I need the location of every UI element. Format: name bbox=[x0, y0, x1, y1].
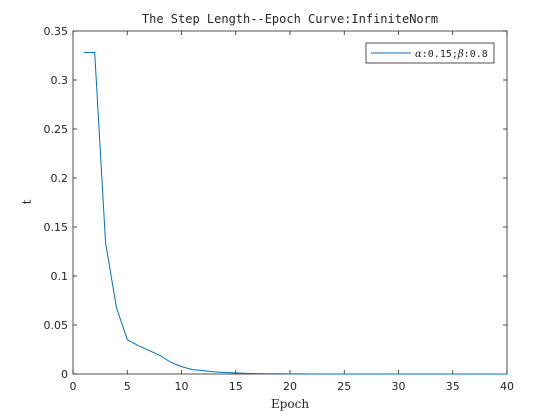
y-tick-label: 0.2 bbox=[51, 172, 69, 185]
series-line bbox=[83, 52, 507, 375]
x-tick-label: 35 bbox=[446, 380, 460, 393]
x-axis: 0 5 10 15 20 25 30 35 40 bbox=[70, 31, 514, 393]
y-tick-label: 0.35 bbox=[44, 25, 69, 38]
y-tick-label: 0.05 bbox=[44, 319, 69, 332]
legend-beta-value: :0.8 bbox=[464, 49, 488, 60]
x-tick-label: 10 bbox=[175, 380, 189, 393]
x-tick-label: 20 bbox=[283, 380, 297, 393]
x-tick-label: 0 bbox=[70, 380, 77, 393]
legend-alpha-symbol: α bbox=[415, 49, 422, 60]
legend-entry: α:0.15;β:0.8 bbox=[415, 49, 488, 60]
y-tick-label: 0.15 bbox=[44, 221, 69, 234]
x-tick-label: 40 bbox=[500, 380, 514, 393]
chart-title: The Step Length--Epoch Curve:InfiniteNor… bbox=[142, 12, 438, 26]
y-axis-label: t bbox=[20, 199, 34, 204]
legend: α:0.15;β:0.8 bbox=[365, 42, 495, 64]
y-tick-label: 0 bbox=[61, 368, 68, 381]
x-tick-label: 15 bbox=[229, 380, 243, 393]
legend-alpha-value: :0.15; bbox=[422, 49, 458, 60]
y-tick-label: 0.25 bbox=[44, 123, 69, 136]
x-axis-label: Epoch bbox=[271, 397, 309, 411]
y-tick-label: 0.3 bbox=[51, 74, 69, 87]
y-tick-label: 0.1 bbox=[51, 270, 69, 283]
plot-area bbox=[72, 30, 508, 375]
x-tick-label: 5 bbox=[124, 380, 131, 393]
legend-box bbox=[365, 42, 495, 64]
x-tick-label: 25 bbox=[337, 380, 351, 393]
series-layer bbox=[83, 52, 507, 375]
legend-beta-symbol: β bbox=[457, 49, 464, 60]
y-axis: 0 0.05 0.1 0.15 0.2 0.25 0.3 0.35 bbox=[44, 25, 507, 381]
x-tick-label: 30 bbox=[392, 380, 406, 393]
